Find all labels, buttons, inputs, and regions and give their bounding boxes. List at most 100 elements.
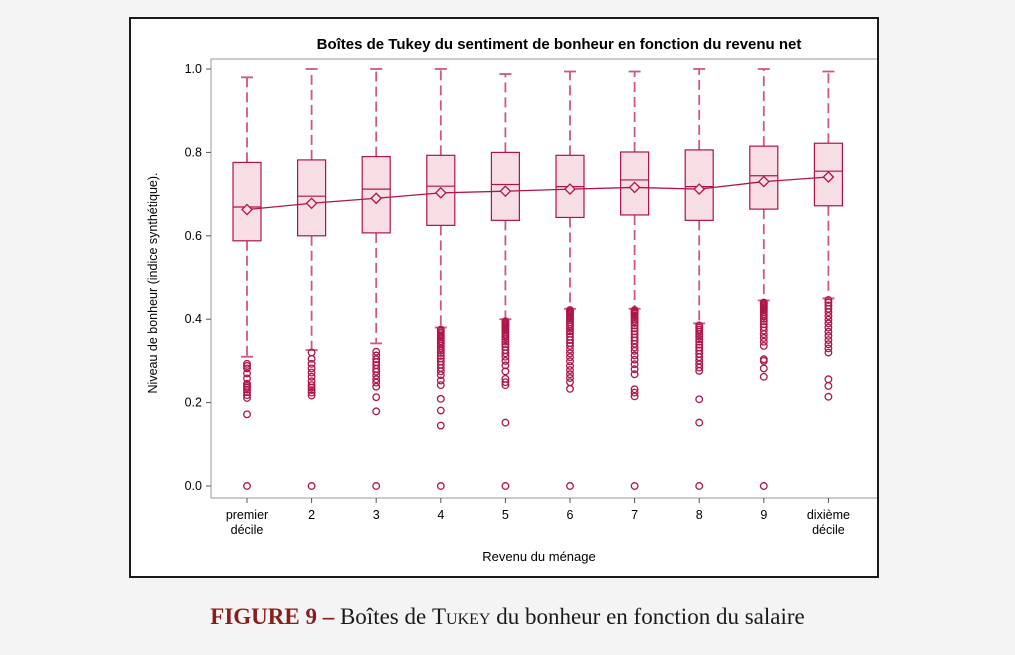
outlier-point [566,482,574,490]
outlier-point [372,482,381,490]
outlier-point [501,337,510,346]
x-tick-label: 9 [760,508,767,522]
y-tick-label: 0.6 [185,229,202,243]
outlier-point [501,418,510,427]
outlier-point [372,378,381,387]
outlier-point [759,356,768,365]
outlier-point [436,367,445,376]
outlier-point [759,372,768,381]
x-tick-label-line: 6 [567,508,574,522]
y-axis-label: Niveau de bonheur (indice synthétique). [146,173,160,394]
outlier-point [759,330,768,339]
outlier-point [824,323,833,332]
outlier-point [566,322,574,331]
boxes-layer [232,68,844,490]
outlier-point [501,335,510,344]
mean-marker [693,183,706,196]
outlier-point [307,388,316,397]
outlier-point [824,296,833,304]
outlier-point [566,341,574,350]
outlier-point [436,406,445,415]
outlier-point [436,381,445,390]
mean-line [246,176,829,211]
x-tick-label-line: 4 [437,508,444,522]
outlier-point [695,337,704,346]
y-tick-label: 0.4 [185,312,202,326]
outlier-point [501,381,510,390]
caption-name: Tukey [431,604,491,629]
outlier-point [372,407,381,416]
outlier-point [566,324,574,333]
plot-area [210,58,877,499]
outlier-point [566,361,574,370]
outlier-point [824,308,833,317]
outlier-point [566,349,574,358]
outlier-point [243,388,251,397]
outlier-point [436,346,445,355]
outlier-point [630,343,639,352]
caption-text-before: Boîtes de [339,604,427,629]
outlier-point [630,360,639,369]
x-tick-label-line: 2 [308,508,315,522]
outlier-point [307,386,316,395]
x-tick-label: 4 [437,508,444,522]
outlier-point [307,354,316,363]
outlier-point [824,311,833,320]
outlier-point [566,370,574,379]
x-tick-label-line: dixième [807,508,850,522]
outlier-point [630,351,639,360]
outlier-point [759,364,768,373]
x-tick-label: dixième décile [807,508,850,537]
box-group [749,68,779,490]
outlier-point [566,366,574,375]
outlier-point [372,375,381,384]
box-group [297,68,327,490]
x-tick-label: 2 [308,508,315,522]
outlier-point [307,381,316,390]
outlier-point [759,337,768,346]
outlier-point [695,327,704,336]
outlier-point [566,384,574,393]
outlier-point [372,355,381,364]
outlier-point [566,336,574,344]
outlier-point [566,353,574,362]
outlier-point [824,392,833,401]
x-tick-label: premier décile [226,508,268,537]
box-group [232,76,262,490]
outlier-point [630,324,639,333]
outlier-point [824,381,833,390]
outlier-point [630,346,639,355]
outlier-point [695,340,704,349]
outlier-point [307,383,316,392]
outlier-point [501,361,510,370]
outlier-point [759,482,768,490]
box-group [620,70,650,490]
x-tick-label: 6 [567,508,574,522]
outlier-point [759,317,768,326]
box [232,161,262,242]
outlier-point [630,365,639,374]
figure-frame: Boîtes de Tukey du sentiment de bonheur … [129,17,879,578]
outlier-point [824,315,833,324]
x-tick-label: 3 [373,508,380,522]
outlier-point [824,344,833,353]
outlier-point [695,395,704,404]
outlier-point [566,357,574,366]
mean-layer [241,171,835,216]
outlier-point [630,321,639,330]
outlier-point [501,352,510,361]
outlier-point [824,327,833,336]
outlier-point [695,366,704,375]
mean-marker [564,183,576,196]
outlier-point [436,351,445,360]
outlier-point [824,336,833,344]
outlier-point [501,349,510,358]
caption-text-after: du bonheur en fonction du salaire [496,604,805,629]
outlier-point [759,334,768,342]
x-axis-label: Revenu du ménage [482,549,595,564]
x-tick-label: 7 [631,508,638,522]
outlier-point [243,391,251,400]
outlier-point [630,355,639,364]
outlier-point [372,367,381,376]
